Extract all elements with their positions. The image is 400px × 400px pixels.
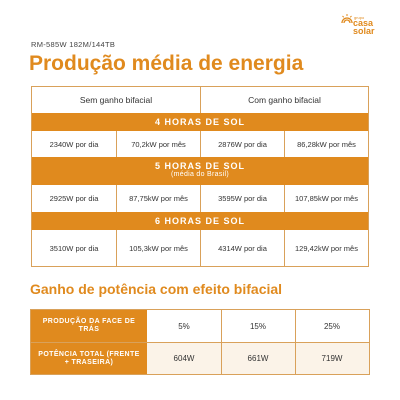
value-cell: 105,3kW por mês [129, 243, 188, 253]
bifacial-gain-table: PRODUÇÃO DA FACE DE TRÁS POTÊNCIA TOTAL … [30, 309, 370, 375]
value-cell: 2925W por dia [49, 194, 99, 203]
row-label-rear-face: PRODUÇÃO DA FACE DE TRÁS [31, 310, 147, 342]
brand-logo: grupo casa solar [340, 12, 386, 38]
model-code: RM-585W 182M/144TB [31, 40, 116, 49]
gain-percent-cell: 25% [323, 321, 340, 331]
row-label-total-power: POTÊNCIA TOTAL (FRENTE + TRASEIRA) [31, 343, 147, 374]
total-power-cell: 604W [173, 354, 195, 363]
total-power-cell: 661W [247, 354, 269, 363]
col-header-with-bifacial: Com ganho bifacial [248, 95, 321, 105]
brand-line1: casa [353, 18, 374, 28]
page-title: Produção média de energia [29, 52, 304, 75]
section-band-4h: 4 HORAS DE SOL [32, 113, 368, 131]
sun-logo-icon [341, 14, 353, 24]
section-subtitle-bifacial: Ganho de potência com efeito bifacial [30, 281, 283, 297]
brand-small: grupo [354, 15, 365, 20]
gain-percent-cell: 15% [249, 321, 266, 331]
value-cell: 2340W por dia [49, 139, 99, 149]
gain-percent-cell: 5% [178, 321, 190, 331]
section-title: 6 HORAS DE SOL [154, 216, 245, 226]
value-cell: 3595W por dia [218, 194, 267, 203]
section-band-6h: 6 HORAS DE SOL [32, 212, 368, 230]
col-header-without-bifacial: Sem ganho bifacial [79, 95, 153, 105]
energy-production-table: Sem ganho bifacial Com ganho bifacial 4 … [31, 86, 369, 267]
section-subtitle: (média do Brasil) [170, 171, 229, 178]
value-cell: 107,85kW por mês [295, 194, 358, 203]
value-cell: 87,75kW por mês [129, 194, 188, 203]
brand-line2: solar [353, 26, 375, 36]
value-cell: 86,28kW por mês [297, 139, 356, 149]
value-cell: 70,2kW por mês [131, 139, 186, 149]
section-title: 5 HORAS DE SOL [154, 161, 245, 171]
value-cell: 4314W por dia [218, 243, 267, 253]
value-cell: 2876W por dia [218, 139, 267, 149]
section-title: 4 HORAS DE SOL [154, 117, 245, 127]
value-cell: 3510W por dia [49, 243, 99, 253]
total-power-cell: 719W [321, 354, 343, 363]
value-cell: 129,42kW por mês [295, 243, 358, 253]
section-band-5h: 5 HORAS DE SOL (média do Brasil) [32, 157, 368, 185]
